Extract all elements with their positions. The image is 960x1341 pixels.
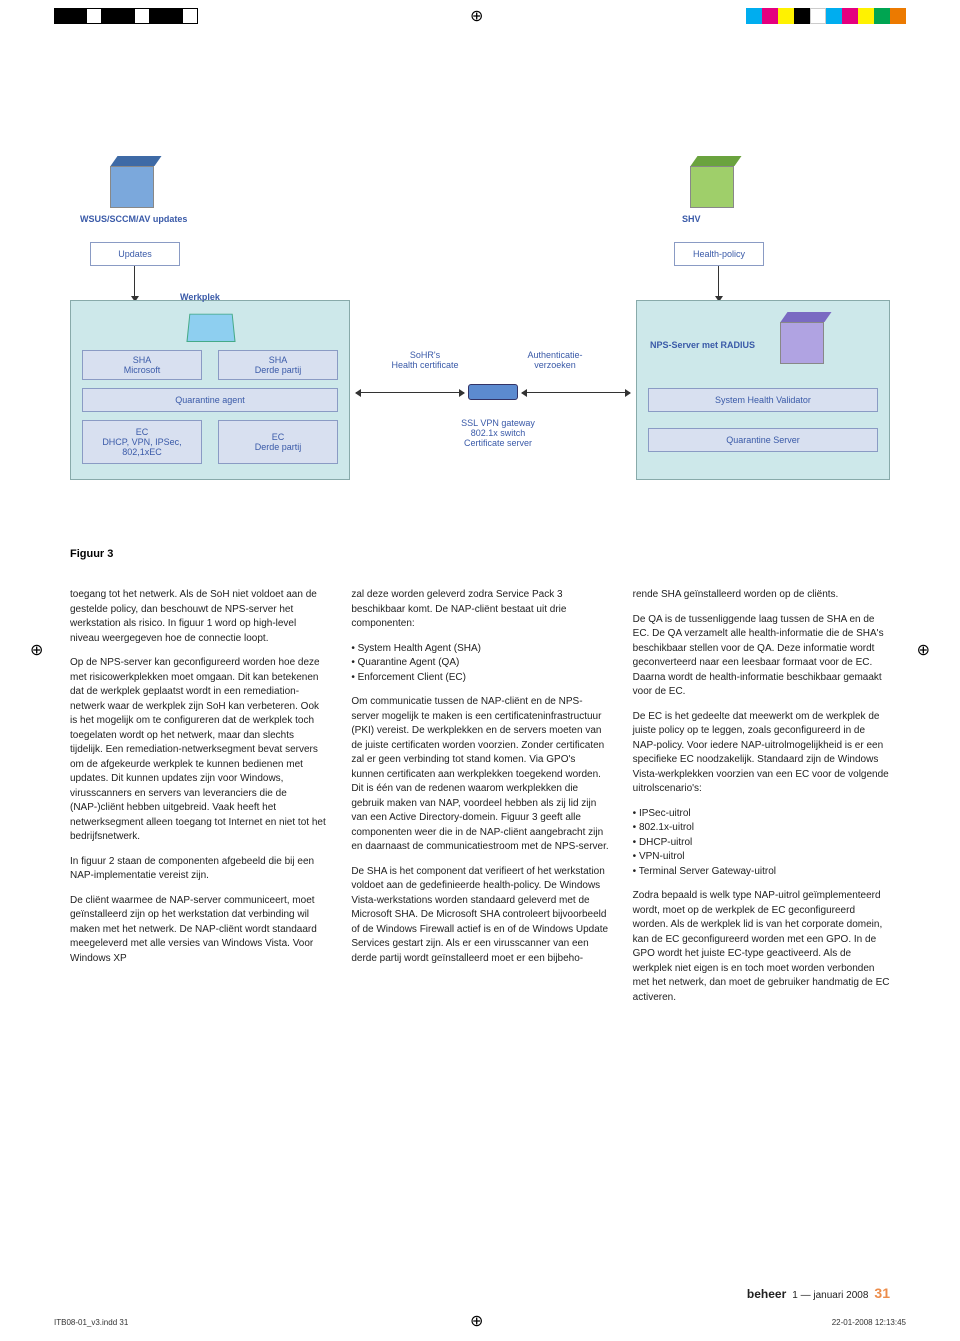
paragraph: Zodra bepaald is welk type NAP-uitrol ge… bbox=[633, 889, 890, 1005]
column-2: zal deze worden geleverd zodra Service P… bbox=[351, 588, 608, 1015]
page-footer: beheer 1 — januari 2008 31 bbox=[747, 1285, 890, 1301]
laptop-icon bbox=[186, 314, 235, 342]
paragraph: zal deze worden geleverd zodra Service P… bbox=[351, 588, 608, 632]
server-icon bbox=[110, 156, 158, 208]
arrow-icon bbox=[134, 266, 135, 301]
diagram-cell: EC Derde partij bbox=[218, 420, 338, 464]
crosshair-icon: ⊕ bbox=[470, 6, 483, 26]
router-icon bbox=[468, 384, 518, 400]
diagram-label: WSUS/SCCM/AV updates bbox=[80, 214, 187, 224]
paragraph: In figuur 2 staan de componenten afgebee… bbox=[70, 855, 327, 884]
diagram-label: NPS-Server met RADIUS bbox=[650, 340, 755, 350]
print-slug: ITB08-01_v3.indd 31 bbox=[54, 1318, 128, 1327]
figure-caption: Figuur 3 bbox=[70, 548, 113, 560]
paragraph: De SHA is het component dat verifieert o… bbox=[351, 865, 608, 967]
diagram-cell: SHA Derde partij bbox=[218, 350, 338, 380]
bullet-list: System Health Agent (SHA) Quarantine Age… bbox=[351, 642, 608, 686]
paragraph: rende SHA geïnstalleerd worden op de cli… bbox=[633, 588, 890, 603]
paragraph: De QA is de tussenliggende laag tussen d… bbox=[633, 613, 890, 700]
diagram-cell: System Health Validator bbox=[648, 388, 878, 412]
list-item: Quarantine Agent (QA) bbox=[351, 656, 608, 671]
list-item: DHCP-uitrol bbox=[633, 836, 890, 851]
page-number: 31 bbox=[874, 1285, 890, 1301]
architecture-diagram: WSUS/SCCM/AV updates SHV Updates Health-… bbox=[70, 170, 890, 530]
arrow-icon bbox=[522, 392, 630, 393]
diagram-cell: Quarantine Server bbox=[648, 428, 878, 452]
diagram-cell: EC DHCP, VPN, IPSec, 802,1xEC bbox=[82, 420, 202, 464]
paragraph: Op de NPS-server kan geconfigureerd word… bbox=[70, 656, 327, 845]
list-item: 802.1x-uitrol bbox=[633, 821, 890, 836]
paragraph: toegang tot het netwerk. Als de SoH niet… bbox=[70, 588, 327, 646]
diagram-label: SoHR's Health certificate bbox=[380, 350, 470, 370]
diagram-cell: SHA Microsoft bbox=[82, 350, 202, 380]
diagram-label: SSL VPN gateway 802.1x switch Certificat… bbox=[448, 418, 548, 448]
arrow-icon bbox=[356, 392, 464, 393]
footer-brand: beheer bbox=[747, 1287, 786, 1301]
crosshair-icon: ⊕ bbox=[917, 640, 930, 660]
list-item: Terminal Server Gateway-uitrol bbox=[633, 865, 890, 880]
diagram-label: Updates bbox=[90, 242, 180, 266]
list-item: VPN-uitrol bbox=[633, 850, 890, 865]
print-registration-bar: ⊕ bbox=[0, 6, 960, 28]
bw-strip bbox=[54, 8, 198, 24]
diagram-cell: Quarantine agent bbox=[82, 388, 338, 412]
diagram-label: Werkplek bbox=[180, 292, 220, 302]
column-1: toegang tot het netwerk. Als de SoH niet… bbox=[70, 588, 327, 1015]
list-item: IPSec-uitrol bbox=[633, 807, 890, 822]
server-icon bbox=[780, 312, 828, 364]
body-text: toegang tot het netwerk. Als de SoH niet… bbox=[70, 588, 890, 1015]
bullet-list: IPSec-uitrol 802.1x-uitrol DHCP-uitrol V… bbox=[633, 807, 890, 880]
crosshair-icon: ⊕ bbox=[470, 1311, 483, 1331]
paragraph: De EC is het gedeelte dat meewerkt om de… bbox=[633, 710, 890, 797]
column-3: rende SHA geïnstalleerd worden op de cli… bbox=[633, 588, 890, 1015]
diagram-label: Authenticatie- verzoeken bbox=[510, 350, 600, 370]
server-icon bbox=[690, 156, 738, 208]
list-item: System Health Agent (SHA) bbox=[351, 642, 608, 657]
paragraph: Om communicatie tussen de NAP-cliënt en … bbox=[351, 695, 608, 855]
crosshair-icon: ⊕ bbox=[30, 640, 43, 660]
footer-issue: 1 — januari 2008 bbox=[792, 1290, 868, 1301]
color-strip bbox=[746, 8, 906, 24]
arrow-icon bbox=[718, 266, 719, 301]
list-item: Enforcement Client (EC) bbox=[351, 671, 608, 686]
paragraph: De cliënt waarmee de NAP-server communic… bbox=[70, 894, 327, 967]
diagram-label: SHV bbox=[682, 214, 701, 224]
diagram-label: Health-policy bbox=[674, 242, 764, 266]
print-timestamp: 22-01-2008 12:13:45 bbox=[832, 1318, 906, 1327]
